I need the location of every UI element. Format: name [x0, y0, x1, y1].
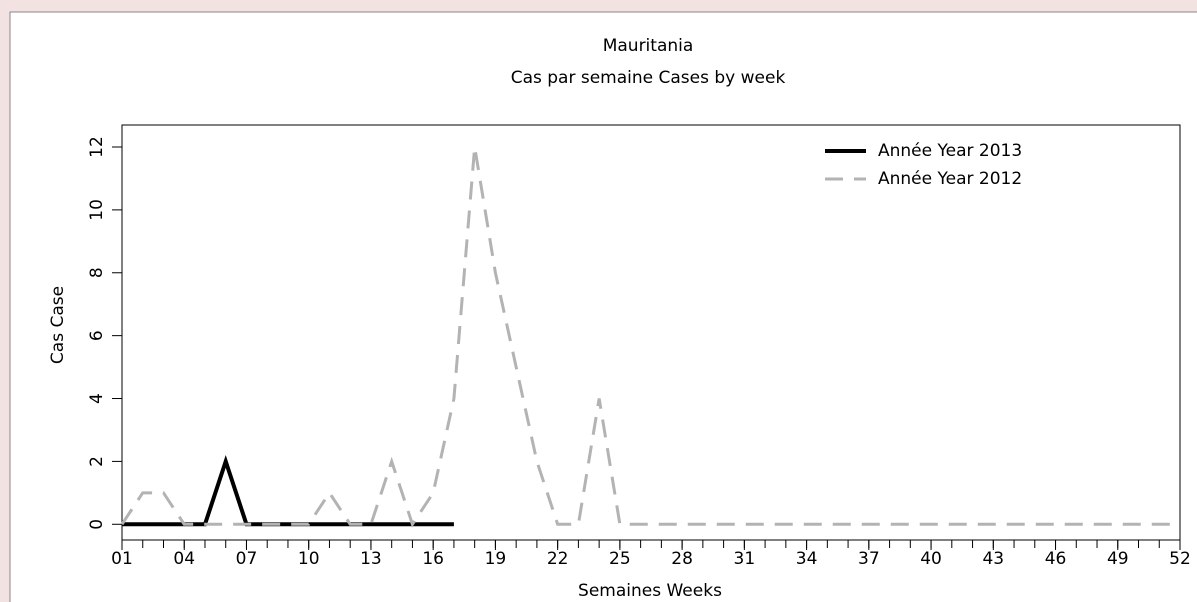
series-line — [120, 146, 1180, 528]
x-tick-label: 22 — [547, 549, 569, 569]
x-tick-label: 07 — [236, 549, 258, 569]
x-tick-label: 37 — [858, 549, 880, 569]
x-tick-label: 04 — [173, 549, 195, 569]
chart-subtitle: Cas par semaine Cases by week — [511, 68, 786, 88]
x-tick-label: 13 — [360, 549, 382, 569]
x-tick-label: 31 — [734, 549, 756, 569]
x-tick-label: 43 — [982, 549, 1004, 569]
y-tick-label: 2 — [87, 456, 107, 467]
y-tick-label: 12 — [87, 136, 107, 158]
x-tick-label: 49 — [1107, 549, 1129, 569]
panel — [9, 11, 1197, 602]
x-tick-label: 19 — [485, 549, 507, 569]
y-tick-label: 0 — [87, 519, 107, 530]
legend-label: Année Year 2012 — [878, 169, 1022, 189]
y-tick-label: 4 — [87, 393, 107, 404]
y-tick-label: 10 — [87, 199, 107, 221]
x-tick-label: 46 — [1045, 549, 1067, 569]
y-axis-label: Cas Case — [48, 286, 68, 364]
y-tick-label: 8 — [87, 267, 107, 278]
x-tick-label: 34 — [796, 549, 818, 569]
x-tick-label: 25 — [609, 549, 631, 569]
plot-frame — [121, 124, 1181, 541]
x-tick-label: 01 — [111, 549, 133, 569]
chart-title: Mauritania — [603, 36, 694, 56]
series-line — [122, 455, 454, 527]
x-tick-label: 16 — [422, 549, 444, 569]
x-tick-label: 40 — [920, 549, 942, 569]
x-axis-label: Semaines Weeks — [578, 581, 722, 601]
y-tick-label: 6 — [87, 330, 107, 341]
x-tick-label: 28 — [671, 549, 693, 569]
legend-label: Année Year 2013 — [878, 141, 1022, 161]
x-tick-label: 52 — [1169, 549, 1191, 569]
x-tick-label: 10 — [298, 549, 320, 569]
